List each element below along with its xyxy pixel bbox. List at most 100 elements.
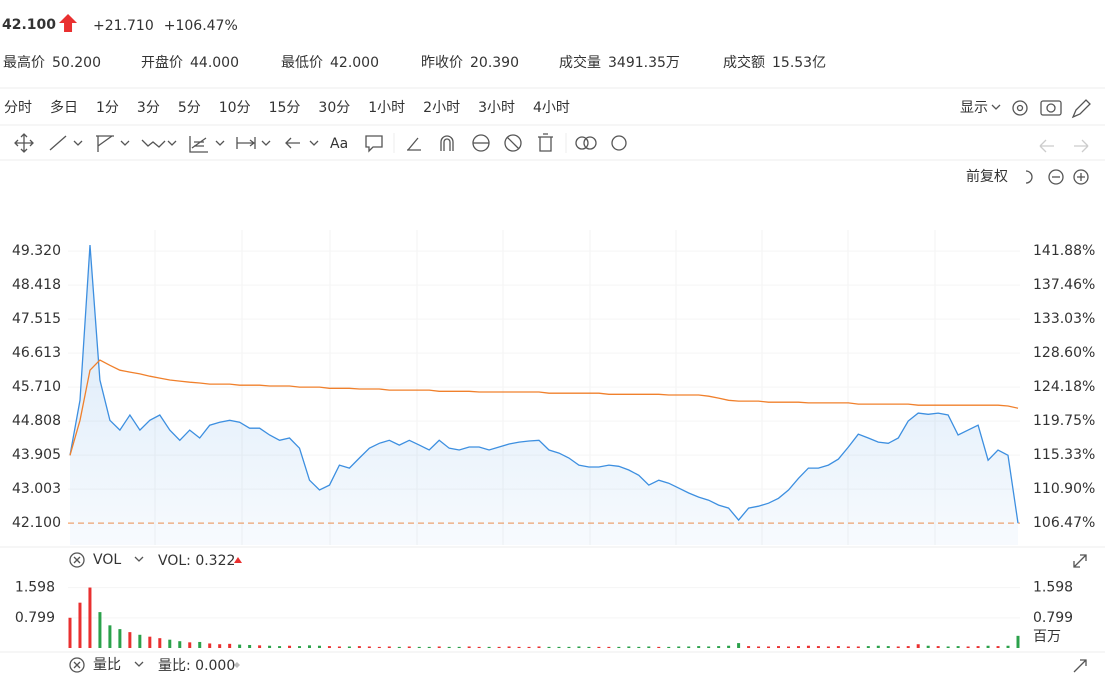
y2-tick-label: 106.47% <box>1033 515 1095 531</box>
volume-bar <box>88 587 92 648</box>
volume-bar <box>976 646 980 648</box>
line-tool[interactable] <box>49 135 67 151</box>
stat-label: 开盘价 <box>141 54 183 71</box>
dropdown-icon[interactable] <box>261 140 271 146</box>
up-triangle <box>234 557 242 563</box>
dropdown-icon[interactable] <box>134 556 144 562</box>
volume-bar <box>587 646 591 648</box>
redo[interactable] <box>1074 139 1089 153</box>
stat-value: 20.390 <box>470 55 519 71</box>
volume-bar <box>218 644 222 648</box>
volume-bar <box>397 646 401 648</box>
expand-icon[interactable] <box>1073 554 1087 568</box>
move-tool[interactable] <box>14 133 34 153</box>
stat-label: 成交量 <box>559 54 601 71</box>
volume-bar <box>198 641 202 648</box>
volume-bar <box>118 629 122 648</box>
dropdown-icon[interactable] <box>215 140 225 146</box>
zoom-out[interactable] <box>1048 169 1064 185</box>
timeframe-tab[interactable]: 3小时 <box>478 100 515 116</box>
display-menu[interactable]: 显示 <box>960 100 988 116</box>
close-indicator[interactable] <box>69 552 85 568</box>
volume-bar <box>337 646 341 648</box>
volume-bar <box>278 646 282 648</box>
volume-bar <box>168 639 172 648</box>
volume-bar <box>387 646 391 648</box>
timeframe-tab[interactable]: 10分 <box>219 100 251 116</box>
dropdown-icon[interactable] <box>991 104 1001 110</box>
volume-bar <box>956 646 960 648</box>
timeframe-tab[interactable]: 4小时 <box>533 100 570 116</box>
adjust-mode[interactable]: 前复权 <box>966 168 1008 185</box>
timeframe-tab[interactable]: 1分 <box>96 100 119 116</box>
wave-tool[interactable] <box>141 139 166 148</box>
volume-bar <box>747 646 751 648</box>
volume-bar <box>427 646 431 648</box>
up-arrow <box>59 14 78 32</box>
dropdown-icon[interactable] <box>309 140 319 146</box>
compare-tool[interactable] <box>575 136 589 150</box>
timeframe-tab[interactable]: 分时 <box>4 100 32 116</box>
volume-bar <box>996 646 1000 648</box>
volume-bar <box>248 644 252 648</box>
dropdown-icon[interactable] <box>134 661 144 667</box>
volume-bar <box>936 646 940 648</box>
timeframe-tab[interactable]: 多日 <box>50 99 78 116</box>
y2-tick-label: 124.18% <box>1033 379 1095 395</box>
volume-bar <box>926 645 930 648</box>
text-tool[interactable]: Aa <box>330 136 348 152</box>
volume-bar <box>906 646 910 648</box>
zoom-in[interactable] <box>1073 169 1089 185</box>
channel-tool[interactable] <box>96 135 114 152</box>
stat-label: 昨收价 <box>421 55 463 71</box>
volume-bar <box>307 645 311 648</box>
hide-tool[interactable] <box>504 134 522 152</box>
volume-bar <box>108 625 112 648</box>
volume-bar <box>467 646 471 648</box>
volume-bar <box>826 646 830 648</box>
dropdown-icon[interactable] <box>167 140 177 146</box>
volume-bar <box>757 646 761 648</box>
note-tool[interactable] <box>365 135 383 153</box>
price: 42.100 <box>2 17 56 33</box>
reset-icon[interactable] <box>1025 170 1033 184</box>
toolbar-settings[interactable] <box>611 135 627 151</box>
timeframe-tab[interactable]: 15分 <box>269 100 301 116</box>
timeframe-tab[interactable]: 2小时 <box>423 100 460 116</box>
volume-bar <box>777 646 781 648</box>
timeframe-tab[interactable]: 1小时 <box>368 100 405 116</box>
volume-bar <box>457 646 461 648</box>
settings-icon[interactable] <box>1012 100 1028 116</box>
hide-tool-slash <box>506 136 520 150</box>
undo[interactable] <box>1039 139 1054 153</box>
dropdown-icon[interactable] <box>73 140 83 146</box>
timeframe-tab[interactable]: 30分 <box>318 100 350 116</box>
stat-label: 最低价 <box>281 55 323 71</box>
volume-bar <box>946 646 950 648</box>
volume-bar <box>208 643 212 648</box>
volume-bar <box>607 646 611 648</box>
y-tick-label: 0.799 <box>15 610 55 626</box>
timeframe-tab[interactable]: 3分 <box>137 100 160 116</box>
delete-tool[interactable] <box>538 133 553 152</box>
volume-bar <box>228 643 232 648</box>
angle-tool[interactable] <box>407 137 421 151</box>
timeframe-tab[interactable]: 5分 <box>178 100 201 116</box>
volume-bar <box>786 646 790 648</box>
stat-value: 50.200 <box>52 55 101 71</box>
y-tick-label: 48.418 <box>12 277 61 293</box>
fib-tool[interactable] <box>189 136 208 153</box>
volume-bar <box>507 646 511 648</box>
volume-bar <box>816 646 820 648</box>
volume-bar <box>597 646 601 648</box>
pencil-icon[interactable] <box>1071 99 1091 119</box>
y2-tick-label: 110.90% <box>1033 481 1095 497</box>
y2-tick-label: 141.88% <box>1033 243 1095 259</box>
arrow-tool[interactable] <box>285 137 300 149</box>
magnet-tool[interactable] <box>440 135 454 151</box>
dropdown-icon[interactable] <box>120 140 130 146</box>
expand-icon[interactable] <box>1073 659 1087 673</box>
close-indicator[interactable] <box>69 657 85 673</box>
measure-tool[interactable] <box>236 137 256 149</box>
camera-icon[interactable] <box>1040 100 1062 116</box>
